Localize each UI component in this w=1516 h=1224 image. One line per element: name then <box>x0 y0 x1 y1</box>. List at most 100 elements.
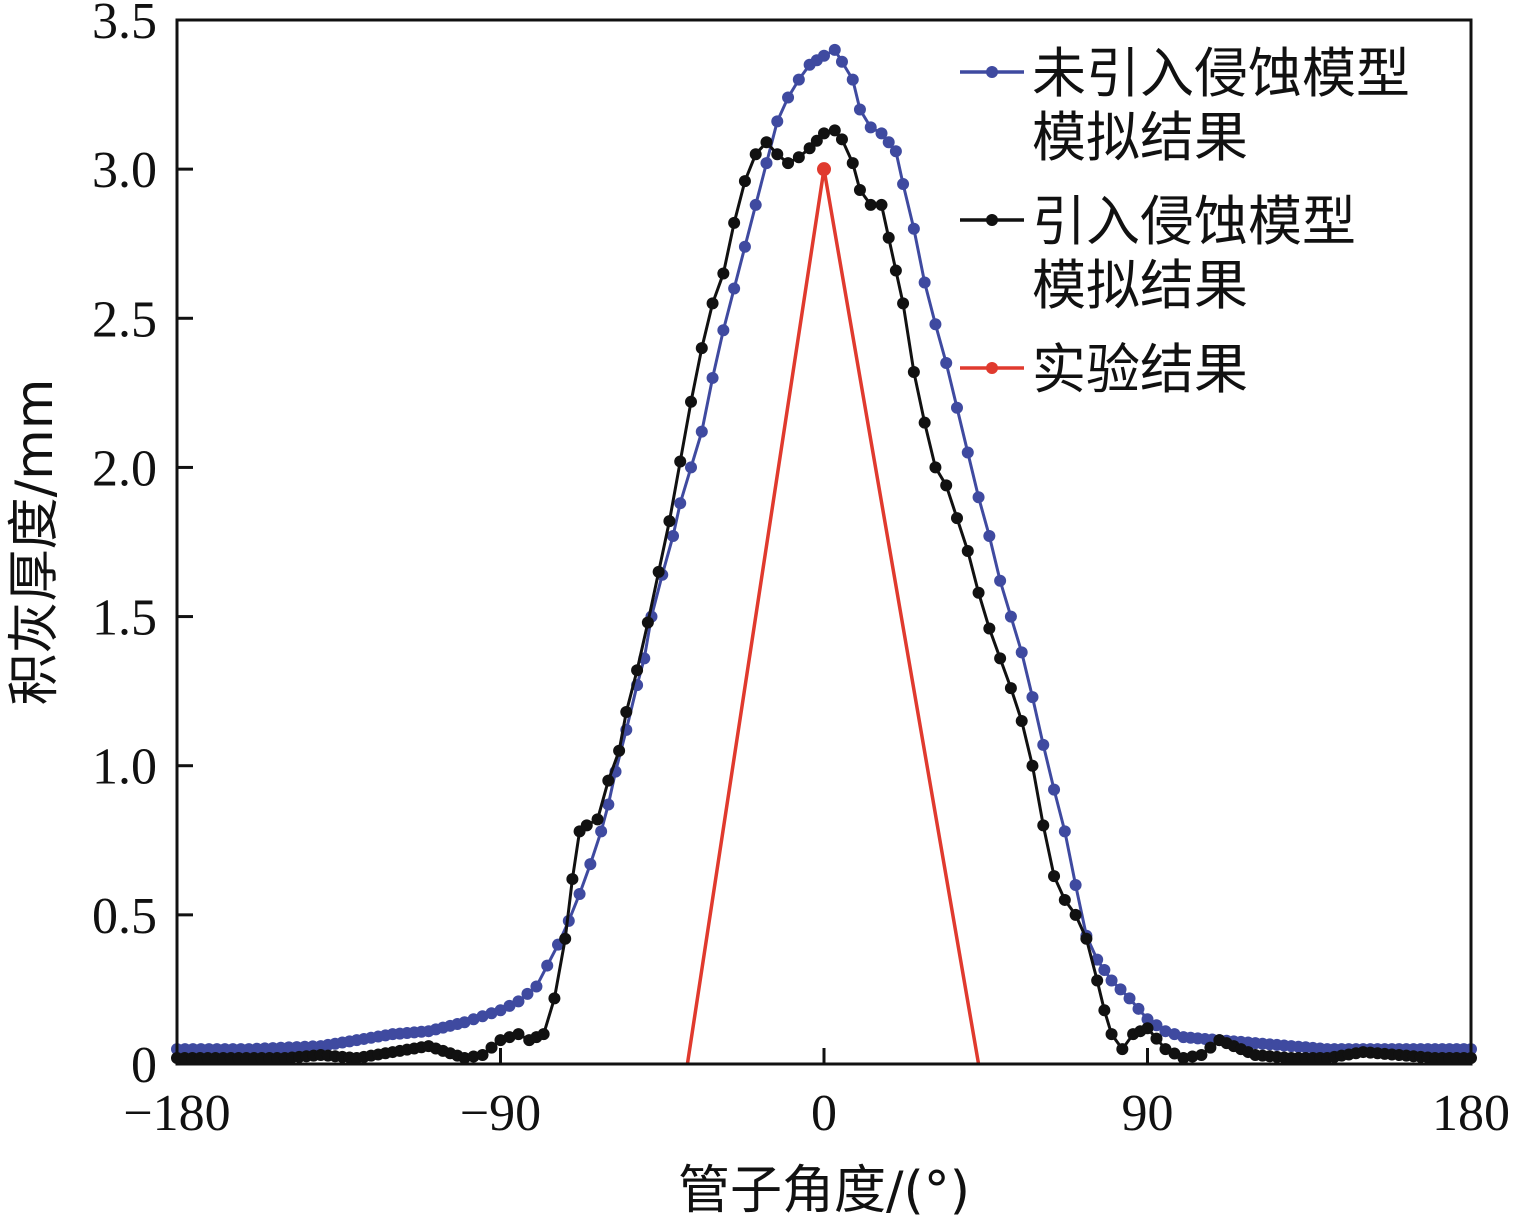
legend-label: 模拟结果 <box>1032 106 1248 169</box>
x-tick-label: 0 <box>811 1085 837 1142</box>
data-point <box>782 157 795 170</box>
data-point <box>1105 974 1118 987</box>
y-tick-label: 1.0 <box>92 739 157 796</box>
data-point <box>652 565 665 578</box>
data-point <box>882 231 895 244</box>
data-point <box>1186 1050 1199 1063</box>
data-point <box>706 297 719 310</box>
data-point <box>667 530 680 543</box>
data-point <box>929 318 942 331</box>
data-point <box>1150 1032 1163 1045</box>
data-point <box>994 652 1007 665</box>
y-axis-title: 积灰厚度/mm <box>5 379 65 706</box>
data-point <box>674 455 687 468</box>
data-point <box>485 1041 498 1054</box>
data-point <box>818 49 830 62</box>
data-point <box>1159 1043 1172 1056</box>
x-tick-label: −180 <box>123 1085 230 1142</box>
data-point <box>897 297 910 310</box>
data-point <box>580 819 593 832</box>
data-point <box>512 1028 525 1041</box>
data-point <box>950 401 963 414</box>
data-point <box>1058 825 1071 838</box>
data-point <box>602 774 615 787</box>
data-point <box>717 267 730 280</box>
data-point <box>972 491 985 504</box>
series-1 <box>171 124 1477 1065</box>
data-point <box>530 980 543 993</box>
data-point <box>961 446 974 459</box>
data-point <box>792 151 805 164</box>
data-point <box>685 461 698 474</box>
data-point <box>1204 1041 1217 1054</box>
data-point <box>875 198 888 211</box>
data-point <box>573 887 586 900</box>
legend-swatch-marker <box>986 214 998 226</box>
data-point <box>685 395 698 408</box>
data-point <box>631 664 644 677</box>
data-point <box>1091 974 1104 987</box>
data-point <box>749 148 762 161</box>
data-point <box>541 959 554 972</box>
y-tick-label: 3.0 <box>92 142 157 199</box>
data-point <box>882 136 895 149</box>
legend-swatch-marker <box>986 362 998 374</box>
data-point <box>803 142 816 155</box>
data-point <box>1177 1052 1190 1065</box>
x-tick-label: 90 <box>1122 1085 1174 1142</box>
data-point <box>940 357 953 370</box>
data-point <box>1058 893 1071 906</box>
data-point <box>1195 1049 1208 1062</box>
data-point <box>828 43 841 56</box>
y-tick-label: 0.5 <box>92 888 157 945</box>
data-point <box>1026 759 1039 772</box>
data-point <box>749 198 762 211</box>
y-tick-label: 0 <box>131 1037 157 1094</box>
axes-layer: −180 −90 0 90 180 0 0.5 1.0 1.5 2.0 2.5 3.0 3.5 <box>92 0 1510 1142</box>
data-point <box>810 134 823 147</box>
data-point <box>1069 879 1082 892</box>
data-point <box>1015 646 1028 659</box>
data-point <box>503 999 516 1012</box>
data-point <box>467 1050 480 1063</box>
data-point <box>918 416 931 429</box>
data-point <box>1098 964 1111 977</box>
data-point <box>846 73 859 86</box>
data-point <box>494 1004 507 1017</box>
data-point <box>864 198 877 211</box>
data-point <box>1026 691 1039 704</box>
data-point <box>771 148 784 161</box>
data-point <box>738 240 751 253</box>
data-point <box>983 530 996 543</box>
legend-item-2: 实验结果 <box>960 338 1248 401</box>
data-point <box>846 157 859 170</box>
data-point <box>559 932 572 945</box>
data-point <box>760 157 773 170</box>
data-point <box>476 1049 489 1062</box>
data-point <box>950 512 963 525</box>
data-point <box>782 91 795 104</box>
y-tick-label: 3.5 <box>92 0 157 50</box>
data-point <box>566 873 579 886</box>
data-point <box>897 178 910 191</box>
data-point <box>584 858 597 871</box>
data-point <box>972 586 985 599</box>
data-point <box>1116 1043 1129 1056</box>
data-point <box>853 103 866 116</box>
data-point <box>695 342 708 355</box>
data-point <box>620 706 633 719</box>
data-point <box>835 133 848 146</box>
data-point <box>613 744 626 757</box>
data-point <box>1168 1047 1181 1060</box>
legend-label: 未引入侵蚀模型 <box>1032 42 1410 105</box>
data-point <box>1105 1028 1118 1041</box>
data-point <box>1037 738 1050 751</box>
data-point <box>602 798 615 811</box>
series-0 <box>171 43 1477 1056</box>
data-point <box>1080 932 1093 945</box>
data-point <box>695 425 708 438</box>
x-tick-label: 180 <box>1432 1085 1510 1142</box>
y-tick-label: 2.0 <box>92 440 157 497</box>
